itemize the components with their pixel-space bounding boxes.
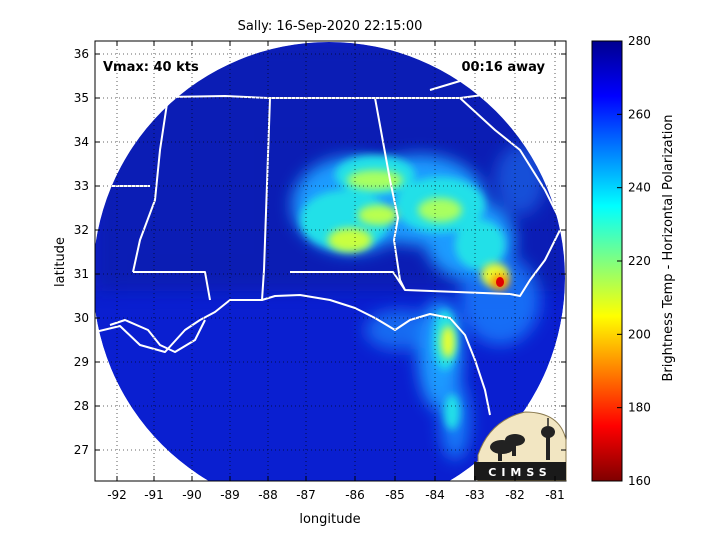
- x-tick-label: -83: [465, 488, 485, 502]
- axes-frame: [94, 40, 567, 482]
- x-tick-label: -85: [385, 488, 405, 502]
- colorbar-tick-label: 280: [628, 34, 651, 48]
- x-tick-label: -90: [182, 488, 202, 502]
- colorbar-tick-label: 180: [628, 401, 651, 415]
- x-tick-label: -91: [144, 488, 164, 502]
- x-axis-label: longitude: [299, 512, 360, 527]
- y-tick-label: 34: [74, 135, 89, 149]
- colorbar-tick-label: 220: [628, 254, 651, 268]
- vmax-label: Vmax: 40 kts: [103, 60, 199, 75]
- figure-title: Sally: 16-Sep-2020 22:15:00: [238, 19, 423, 34]
- y-tick-label: 28: [74, 399, 89, 413]
- x-tick-label: -92: [107, 488, 127, 502]
- colorbar-tick-label: 240: [628, 181, 651, 195]
- x-tick-label: -82: [505, 488, 525, 502]
- colorbar-label: Brightness Temp - Horizontal Polarizatio…: [661, 114, 676, 381]
- x-tick-label: -87: [296, 488, 316, 502]
- lat-lon-grid: [95, 41, 566, 481]
- cimss-logo: CIMSS: [474, 411, 567, 481]
- y-tick-label: 27: [74, 443, 89, 457]
- y-tick-label: 35: [74, 91, 89, 105]
- colorbar-tick-label: 260: [628, 107, 651, 121]
- time-away-label: 00:16 away: [461, 60, 545, 75]
- y-tick-label: 30: [74, 311, 89, 325]
- x-tick-label: -89: [220, 488, 240, 502]
- x-tick-labels: -92 -91 -90 -89 -88 -87 -86 -85 -84 -83 -82 -81: [107, 41, 565, 502]
- brightness-temp-swath: [95, 42, 565, 481]
- cimss-logo-text: CIMSS: [488, 466, 551, 479]
- colorbar-tick-label: 160: [628, 474, 651, 488]
- colorbar-tick-label: 200: [628, 327, 651, 341]
- x-tick-label: -81: [545, 488, 565, 502]
- x-tick-label: -86: [345, 488, 365, 502]
- y-tick-label: 36: [74, 47, 89, 61]
- x-tick-label: -88: [258, 488, 278, 502]
- y-tick-label: 32: [74, 223, 89, 237]
- y-tick-label: 29: [74, 355, 89, 369]
- colorbar-tick-labels: 280 260 240 220 200 180 160: [617, 34, 651, 488]
- y-tick-labels: 36 35 34 33 32 31 30 29 28 27: [74, 47, 566, 457]
- y-tick-label: 33: [74, 179, 89, 193]
- y-tick-label: 31: [74, 267, 89, 281]
- x-tick-label: -84: [425, 488, 445, 502]
- y-axis-label: latitude: [53, 237, 68, 287]
